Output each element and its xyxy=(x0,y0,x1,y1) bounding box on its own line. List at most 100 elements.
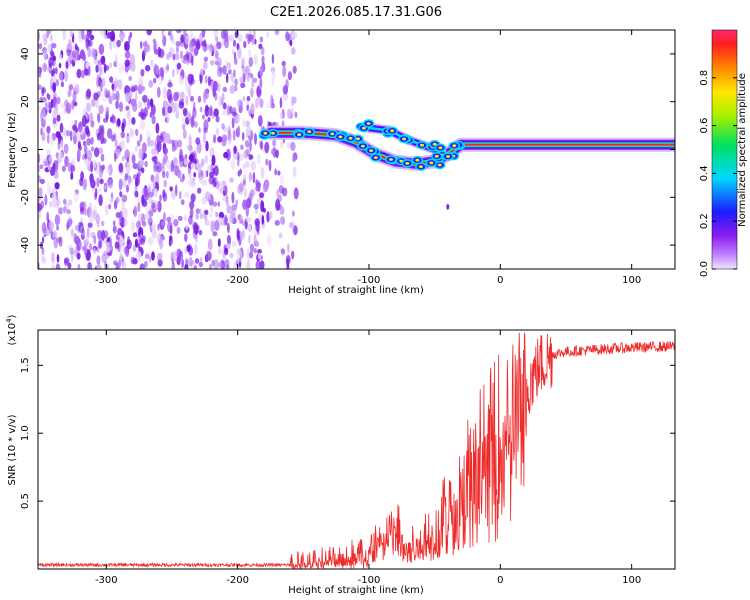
noise-blob xyxy=(56,253,60,263)
signal-blob-core xyxy=(437,163,442,167)
colorbar-label: Normalized spectral amplitude xyxy=(737,73,748,227)
noise-blob xyxy=(44,194,48,206)
noise-blob xyxy=(212,44,218,52)
noise-blob xyxy=(231,240,237,248)
noise-blob xyxy=(257,95,261,101)
noise-blob xyxy=(153,77,157,84)
noise-blob xyxy=(255,185,261,192)
noise-blob xyxy=(205,250,210,262)
noise-blob xyxy=(218,262,224,268)
noise-blob xyxy=(82,179,87,191)
noise-blob xyxy=(143,260,148,268)
noise-blob xyxy=(113,61,118,68)
noise-blob xyxy=(259,260,265,269)
noise-blob xyxy=(285,31,290,42)
noise-blob xyxy=(234,78,238,87)
noise-blob xyxy=(98,125,103,135)
noise-blob xyxy=(245,261,250,269)
noise-blob xyxy=(238,34,243,43)
y-tick-label: 0.5 xyxy=(20,493,31,509)
noise-blob xyxy=(126,135,131,143)
noise-blob xyxy=(79,177,84,187)
noise-blob xyxy=(86,149,93,161)
noise-blob xyxy=(127,174,131,186)
noise-blob xyxy=(213,134,217,144)
noise-blob xyxy=(94,192,98,200)
signal-blob-core xyxy=(418,165,423,169)
noise-blob xyxy=(204,209,209,215)
noise-blob xyxy=(111,90,114,101)
noise-blob xyxy=(162,100,169,108)
noise-blob xyxy=(49,200,53,208)
noise-blob xyxy=(210,205,214,213)
noise-blob xyxy=(54,67,58,75)
noise-blob xyxy=(109,38,113,51)
noise-blob xyxy=(121,194,128,203)
noise-blob xyxy=(274,220,280,226)
noise-blob xyxy=(116,39,121,48)
noise-blob xyxy=(269,211,272,220)
noise-blob xyxy=(176,68,180,75)
noise-blob xyxy=(259,192,264,199)
noise-blob xyxy=(292,156,296,163)
noise-blob xyxy=(89,173,94,185)
noise-blob xyxy=(253,203,259,210)
noise-blob xyxy=(176,139,183,148)
noise-blob xyxy=(261,55,265,65)
noise-blob xyxy=(259,166,263,171)
noise-blob xyxy=(287,71,293,81)
noise-blob xyxy=(39,178,46,185)
signal-blob-core xyxy=(330,132,335,136)
noise-blob xyxy=(138,111,144,117)
noise-blob xyxy=(124,149,130,161)
noise-blob xyxy=(174,165,180,177)
noise-blob xyxy=(47,30,53,34)
noise-blob xyxy=(67,44,73,51)
signal-blob-core xyxy=(452,144,457,148)
noise-blob xyxy=(105,106,110,116)
noise-blob xyxy=(271,70,276,80)
noise-blob xyxy=(82,153,85,161)
noise-blob xyxy=(293,225,298,236)
noise-blob xyxy=(169,235,172,242)
noise-blob xyxy=(114,241,119,249)
noise-blob xyxy=(131,154,136,165)
noise-blob xyxy=(203,127,208,134)
noise-blob xyxy=(231,204,237,211)
noise-blob xyxy=(258,214,262,221)
noise-blob xyxy=(194,258,200,264)
noise-blob xyxy=(91,146,94,152)
noise-blob xyxy=(237,114,241,123)
noise-blob xyxy=(208,263,213,269)
noise-blob xyxy=(124,59,130,67)
noise-blob xyxy=(134,146,138,152)
noise-blob xyxy=(147,136,151,148)
chart-title: C2E1.2026.085.17.31.G06 xyxy=(270,5,442,20)
noise-blob xyxy=(156,140,162,153)
noise-blob xyxy=(188,41,195,52)
noise-blob xyxy=(51,43,57,49)
noise-blob xyxy=(52,117,57,125)
noise-blob xyxy=(93,235,97,245)
noise-blob xyxy=(204,155,209,164)
noise-blob xyxy=(232,39,237,47)
noise-blob xyxy=(222,86,228,93)
noise-blob xyxy=(166,216,172,222)
noise-blob xyxy=(231,111,237,117)
noise-blob xyxy=(217,217,223,223)
noise-blob xyxy=(230,211,234,222)
noise-blob xyxy=(176,227,181,234)
noise-blob xyxy=(256,153,261,165)
noise-blob xyxy=(183,158,189,165)
noise-blob xyxy=(287,243,290,253)
noise-blob xyxy=(271,98,275,105)
noise-blob xyxy=(40,127,43,136)
noise-blob xyxy=(271,148,275,155)
noise-blob xyxy=(133,205,138,218)
noise-blob xyxy=(137,243,141,249)
noise-blob xyxy=(289,39,293,47)
noise-blob xyxy=(249,30,253,34)
y-tick-label: -40 xyxy=(20,237,31,253)
noise-blob xyxy=(203,39,207,48)
